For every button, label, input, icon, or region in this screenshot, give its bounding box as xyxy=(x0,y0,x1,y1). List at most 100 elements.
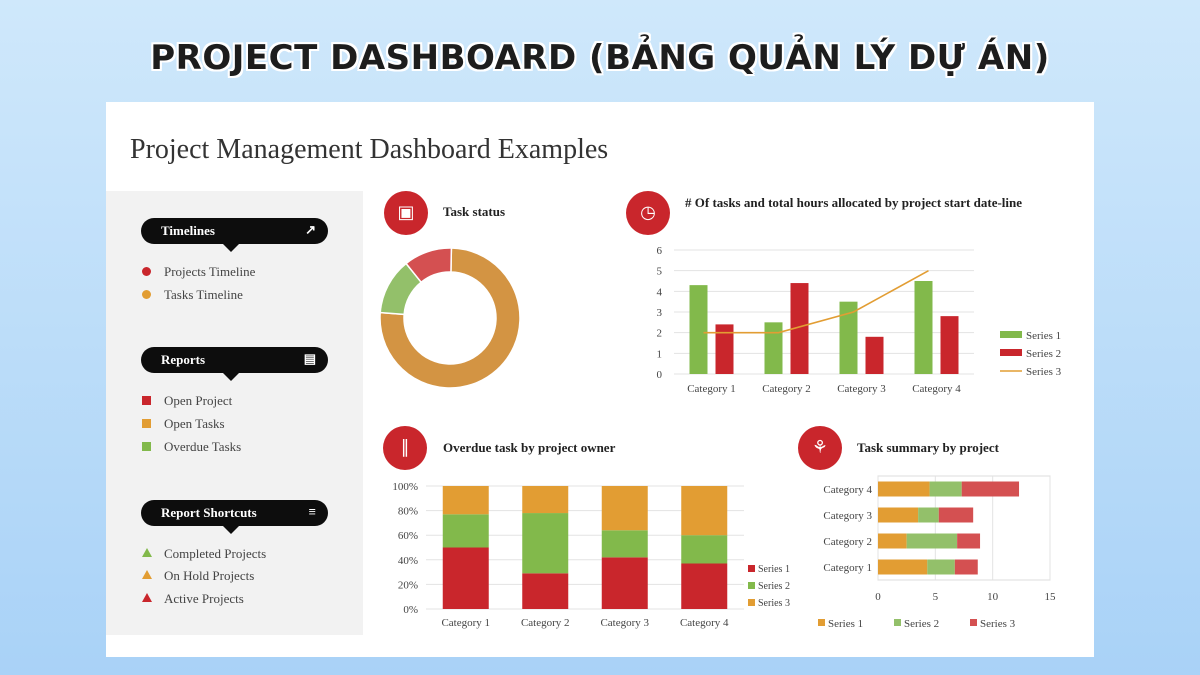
sidebar-item-on-hold-projects[interactable]: On Hold Projects xyxy=(142,568,254,584)
bar xyxy=(715,324,734,374)
stacked-bar-segment xyxy=(681,535,728,564)
bar xyxy=(790,283,809,374)
legend-label: Series 2 xyxy=(758,581,790,592)
clipboard-icon: ▣ xyxy=(384,191,428,235)
sidebar-item-label: Tasks Timeline xyxy=(164,287,243,302)
x-tick-label: 5 xyxy=(933,591,939,603)
bullet-square-icon xyxy=(142,396,151,405)
legend-label: Series 3 xyxy=(758,598,790,609)
x-tick-label: Category 3 xyxy=(600,617,649,629)
report-shortcuts-label: Report Shortcuts xyxy=(161,505,257,520)
stacked-bar-segment xyxy=(522,486,569,514)
pill-pointer xyxy=(223,244,239,252)
bullet-dot-icon xyxy=(142,267,151,276)
x-tick-label: 15 xyxy=(1045,591,1057,603)
y-tick-label: Category 4 xyxy=(823,484,872,496)
sidebar-item-completed-projects[interactable]: Completed Projects xyxy=(142,546,266,562)
bar xyxy=(940,316,959,374)
stacked-bar-segment xyxy=(878,507,919,523)
bullet-triangle-icon xyxy=(142,593,152,602)
summary-title: Task summary by project xyxy=(857,440,999,455)
bullet-dot-icon xyxy=(142,290,151,299)
tasks-hours-combo-chart: 0 1 2 3 4 5 6 Category 1 Category 2 Category 3 Cat… xyxy=(657,245,1062,395)
sidebar-item-overdue-tasks[interactable]: Overdue Tasks xyxy=(142,439,241,455)
sidebar-item-label: Open Project xyxy=(164,393,233,408)
y-tick-label: 60% xyxy=(398,530,418,542)
x-tick-label: 0 xyxy=(875,591,881,603)
y-tick-label: 3 xyxy=(657,307,663,319)
overdue-stacked-chart: 0% 20% 40% 60% 80% 100% Category 1 Category 2 Ca… xyxy=(392,481,790,629)
stacked-bar-segment xyxy=(442,486,489,515)
stacked-bar-segment xyxy=(601,486,648,531)
y-tick-label: 40% xyxy=(398,555,418,567)
stacked-bar-segment xyxy=(906,533,958,549)
y-tick-label: 0% xyxy=(403,604,418,616)
pill-pointer xyxy=(223,373,239,381)
bar xyxy=(764,322,783,374)
legend-label: Series 1 xyxy=(828,618,863,630)
sidebar: Timelines ↗ Projects Timeline Tasks Time… xyxy=(106,191,363,635)
y-tick-label: 2 xyxy=(657,328,663,340)
stacked-bar-segment xyxy=(961,481,1020,497)
legend-swatch xyxy=(748,582,755,589)
y-tick-label: 5 xyxy=(657,266,663,278)
bullet-square-icon xyxy=(142,442,151,451)
x-tick-label: 10 xyxy=(987,591,999,603)
donut-slice xyxy=(405,247,453,284)
stacked-bar-segment xyxy=(442,514,489,548)
sidebar-item-open-project[interactable]: Open Project xyxy=(142,393,233,409)
legend-swatch xyxy=(1000,331,1022,338)
timelines-header[interactable]: Timelines ↗ xyxy=(141,218,328,252)
stacked-bar-segment xyxy=(601,530,648,558)
x-tick-label: Category 4 xyxy=(912,383,961,395)
x-tick-label: Category 1 xyxy=(687,383,736,395)
sidebar-item-tasks-timeline[interactable]: Tasks Timeline xyxy=(142,287,243,303)
task-status-title: Task status xyxy=(443,204,506,219)
bullet-triangle-icon xyxy=(142,570,152,579)
y-tick-label: Category 2 xyxy=(823,536,872,548)
page-banner: PROJECT DASHBOARD (BẢNG QUẢN LÝ DỰ ÁN) xyxy=(150,38,1050,78)
stacked-bar-segment xyxy=(522,573,569,609)
timelines-label: Timelines xyxy=(161,223,215,238)
legend-swatch xyxy=(1000,349,1022,356)
sidebar-item-open-tasks[interactable]: Open Tasks xyxy=(142,416,225,432)
stacked-bar-segment xyxy=(954,559,978,575)
task-status-donut-chart: 1st Qtr2nd Qtr3rd Qtr4th Qtr xyxy=(379,247,521,389)
x-tick-label: Category 3 xyxy=(837,383,886,395)
y-tick-label: 80% xyxy=(398,506,418,518)
stacked-bar-segment xyxy=(878,559,928,575)
stacked-bar-segment xyxy=(929,481,962,497)
legend-swatch xyxy=(748,599,755,606)
series-line xyxy=(703,269,929,334)
stacked-bar-segment xyxy=(878,481,930,497)
y-tick-label: 100% xyxy=(392,481,418,493)
bar xyxy=(689,285,708,374)
report-shortcuts-header[interactable]: Report Shortcuts ≡ xyxy=(141,500,328,534)
legend-label: Series 2 xyxy=(1026,348,1061,360)
legend-swatch xyxy=(748,565,755,572)
sidebar-item-projects-timeline[interactable]: Projects Timeline xyxy=(142,264,255,280)
sidebar-item-label: Active Projects xyxy=(164,591,244,606)
y-tick-label: Category 3 xyxy=(823,510,872,522)
bullet-square-icon xyxy=(142,419,151,428)
y-tick-label: 20% xyxy=(398,579,418,591)
y-tick-label: 6 xyxy=(657,245,663,257)
bullet-triangle-icon xyxy=(142,548,152,557)
legend-swatch xyxy=(970,619,977,626)
stacked-bar-segment xyxy=(522,513,569,574)
dashboard-title: Project Management Dashboard Examples xyxy=(130,134,609,165)
overdue-title: Overdue task by project owner xyxy=(443,440,616,455)
reports-header[interactable]: Reports ▤ xyxy=(141,347,328,381)
clock-icon: ◷ xyxy=(626,191,670,235)
summary-horizontal-chart: 0 5 10 15 Category 1 Category 2 Category 3 Cate… xyxy=(818,475,1057,630)
inbox-icon: ▤ xyxy=(303,351,316,366)
bar xyxy=(914,281,933,374)
bar xyxy=(865,336,884,374)
sidebar-item-active-projects[interactable]: Active Projects xyxy=(142,591,244,607)
legend-label: Series 3 xyxy=(1026,366,1062,378)
reports-label: Reports xyxy=(161,352,206,367)
pill-pointer xyxy=(223,526,239,534)
money-bag-icon: ⚘ xyxy=(798,426,842,470)
stacked-bar-segment xyxy=(957,533,981,549)
legend-label: Series 1 xyxy=(1026,330,1061,342)
